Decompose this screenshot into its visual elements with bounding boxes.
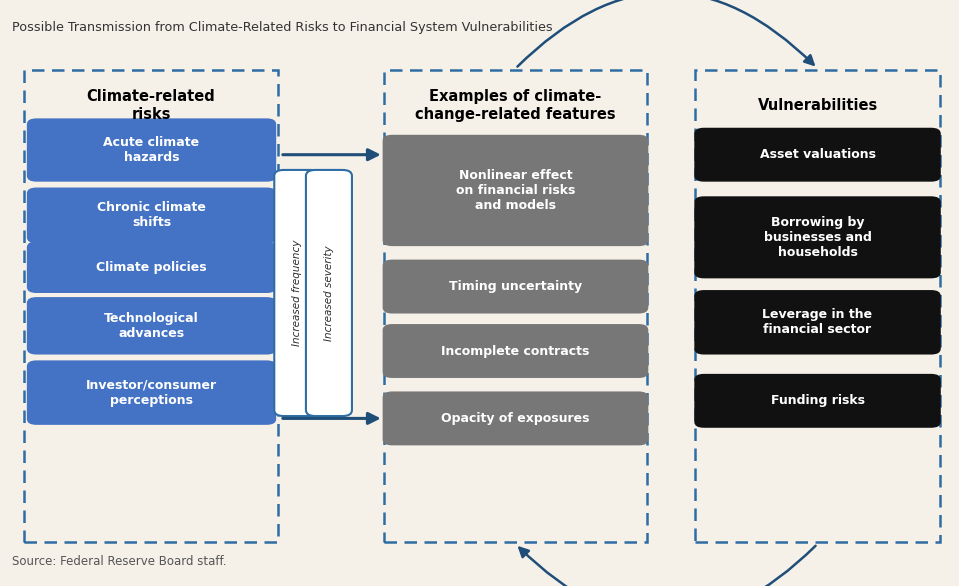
FancyBboxPatch shape: [383, 135, 648, 246]
FancyBboxPatch shape: [27, 241, 276, 293]
Text: Increased frequency: Increased frequency: [292, 240, 302, 346]
FancyBboxPatch shape: [694, 128, 941, 182]
Text: Chronic climate
shifts: Chronic climate shifts: [97, 202, 206, 229]
Text: Examples of climate-
change-related features: Examples of climate- change-related feat…: [415, 89, 616, 122]
FancyBboxPatch shape: [694, 290, 941, 355]
Text: Source: Federal Reserve Board staff.: Source: Federal Reserve Board staff.: [12, 556, 226, 568]
Text: Possible Transmission from Climate-Related Risks to Financial System Vulnerabili: Possible Transmission from Climate-Relat…: [12, 21, 552, 33]
Text: Funding risks: Funding risks: [770, 394, 865, 407]
Text: Increased severity: Increased severity: [324, 245, 334, 341]
Text: Nonlinear effect
on financial risks
and models: Nonlinear effect on financial risks and …: [456, 169, 575, 212]
Text: Asset valuations: Asset valuations: [760, 148, 876, 161]
FancyBboxPatch shape: [306, 170, 352, 416]
Bar: [24, 70, 278, 542]
Text: Technological
advances: Technological advances: [105, 312, 199, 340]
FancyBboxPatch shape: [383, 260, 648, 314]
Text: Incomplete contracts: Incomplete contracts: [441, 345, 590, 357]
FancyBboxPatch shape: [383, 391, 648, 445]
FancyBboxPatch shape: [27, 360, 276, 425]
Text: Vulnerabilities: Vulnerabilities: [758, 98, 877, 113]
Bar: [695, 70, 940, 542]
Text: Acute climate
hazards: Acute climate hazards: [104, 136, 199, 164]
FancyBboxPatch shape: [383, 324, 648, 378]
Text: Investor/consumer
perceptions: Investor/consumer perceptions: [86, 379, 217, 407]
FancyBboxPatch shape: [274, 170, 320, 416]
Bar: [384, 70, 647, 542]
Text: Climate policies: Climate policies: [96, 261, 207, 274]
FancyBboxPatch shape: [27, 118, 276, 182]
FancyBboxPatch shape: [27, 188, 276, 243]
FancyBboxPatch shape: [27, 297, 276, 355]
Text: Opacity of exposures: Opacity of exposures: [441, 412, 590, 425]
Text: Climate-related
risks: Climate-related risks: [86, 89, 216, 122]
FancyBboxPatch shape: [694, 196, 941, 278]
FancyBboxPatch shape: [694, 374, 941, 428]
Text: Leverage in the
financial sector: Leverage in the financial sector: [762, 308, 873, 336]
Text: Timing uncertainty: Timing uncertainty: [449, 280, 582, 293]
Text: Borrowing by
businesses and
households: Borrowing by businesses and households: [763, 216, 872, 259]
